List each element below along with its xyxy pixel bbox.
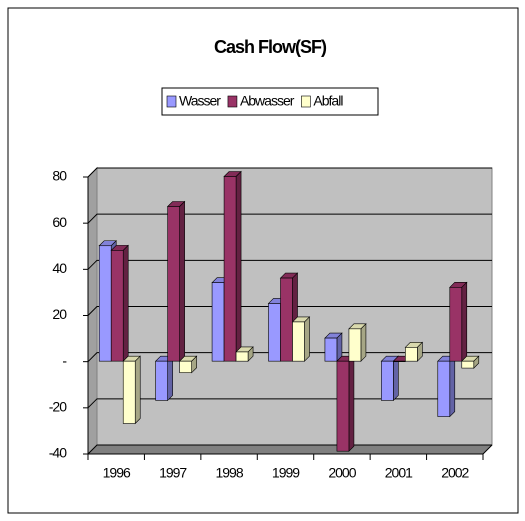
bar-side xyxy=(393,355,399,402)
x-tick-label: 1996 xyxy=(103,465,131,481)
legend-swatch xyxy=(166,95,177,108)
bar xyxy=(155,360,168,401)
x-tick-label: 1999 xyxy=(272,465,300,481)
chart-title: Cash Flow(SF) xyxy=(214,37,327,57)
floor xyxy=(88,445,492,454)
y-tick-label: 20 xyxy=(52,306,67,322)
y-tick-label: - xyxy=(62,352,67,368)
bar-side xyxy=(348,355,355,452)
bar xyxy=(179,360,192,374)
bar-side xyxy=(179,200,185,362)
bar-side xyxy=(449,355,456,418)
bar xyxy=(292,321,305,362)
legend-swatch xyxy=(227,95,238,108)
legend-box xyxy=(161,87,379,116)
grid-line xyxy=(87,306,492,316)
grid-line xyxy=(87,213,492,224)
bar xyxy=(437,360,451,417)
legend: Wasser Abwasser Abfall xyxy=(161,87,379,116)
grid-line xyxy=(87,398,492,409)
bar xyxy=(98,245,112,362)
bar xyxy=(280,277,293,362)
bar xyxy=(268,303,281,362)
y-tick-label: -40 xyxy=(49,445,67,461)
x-tick-label: 1997 xyxy=(159,465,187,481)
bar-side xyxy=(304,316,310,362)
bar-side xyxy=(122,244,129,362)
y-tick-label: 60 xyxy=(52,214,67,230)
bar xyxy=(449,286,463,362)
legend-label: Abfall xyxy=(313,93,343,109)
bar xyxy=(167,206,180,362)
bar xyxy=(348,328,362,362)
x-axis-back xyxy=(482,444,493,455)
bar-side xyxy=(167,355,173,402)
y-tick-label: 80 xyxy=(52,168,67,184)
legend-swatch xyxy=(301,95,311,108)
bar xyxy=(405,347,418,362)
bar xyxy=(393,360,406,362)
y-tick-label: 40 xyxy=(52,260,67,276)
bar xyxy=(381,360,394,401)
x-tick-label: 2002 xyxy=(441,465,469,481)
grid-line xyxy=(87,444,492,455)
legend-label: Abwasser xyxy=(240,93,295,109)
y-tick-label: -20 xyxy=(49,399,67,415)
bar xyxy=(324,337,338,362)
grid-line xyxy=(87,167,492,178)
x-tick-label: 2001 xyxy=(385,465,413,481)
grid-line xyxy=(87,259,492,270)
bar xyxy=(110,250,124,362)
bar xyxy=(461,360,475,369)
bar xyxy=(223,176,237,362)
bar-side xyxy=(235,170,242,362)
bar xyxy=(235,351,249,362)
x-tick-label: 1998 xyxy=(215,465,243,481)
bar xyxy=(336,360,350,452)
bar xyxy=(211,282,225,362)
legend-label: Wasser xyxy=(179,93,221,109)
bar-side xyxy=(134,355,141,425)
bar xyxy=(122,360,136,424)
bar-side xyxy=(461,281,468,362)
x-tick-label: 2000 xyxy=(328,465,356,481)
bar-side xyxy=(360,323,367,362)
